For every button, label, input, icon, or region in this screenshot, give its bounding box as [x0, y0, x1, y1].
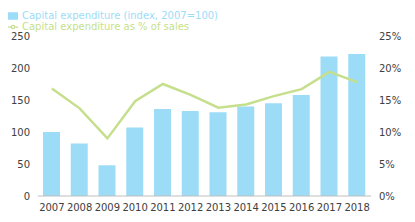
svg-text:2008: 2008: [67, 202, 92, 213]
svg-text:2013: 2013: [206, 202, 231, 213]
svg-text:0: 0: [24, 191, 30, 202]
svg-text:2016: 2016: [289, 202, 314, 213]
svg-text:2011: 2011: [150, 202, 175, 213]
svg-text:2007: 2007: [39, 202, 64, 213]
svg-text:2014: 2014: [233, 202, 258, 213]
svg-text:2009: 2009: [95, 202, 120, 213]
svg-text:0%: 0%: [379, 191, 395, 202]
svg-text:20%: 20%: [379, 63, 401, 74]
svg-text:200: 200: [11, 63, 30, 74]
svg-text:5%: 5%: [379, 159, 395, 170]
html-text:Capital expenditure (index, 20: Capital expenditure (index, 2007=100): [22, 10, 218, 21]
svg-text:150: 150: [11, 95, 30, 106]
svg-text:25%: 25%: [379, 31, 401, 42]
svg-text:2010: 2010: [122, 202, 147, 213]
svg-text:15%: 15%: [379, 95, 401, 106]
svg-text:100: 100: [11, 127, 30, 138]
svg-text:2015: 2015: [261, 202, 286, 213]
svg-text:2012: 2012: [178, 202, 203, 213]
svg-text:2017: 2017: [317, 202, 342, 213]
svg-text:250: 250: [11, 31, 30, 42]
svg-text:50: 50: [17, 159, 30, 170]
html-text:Capital expenditure as % of sa: Capital expenditure as % of sales: [22, 21, 190, 32]
svg-text:2018: 2018: [344, 202, 369, 213]
svg-text:10%: 10%: [379, 127, 401, 138]
